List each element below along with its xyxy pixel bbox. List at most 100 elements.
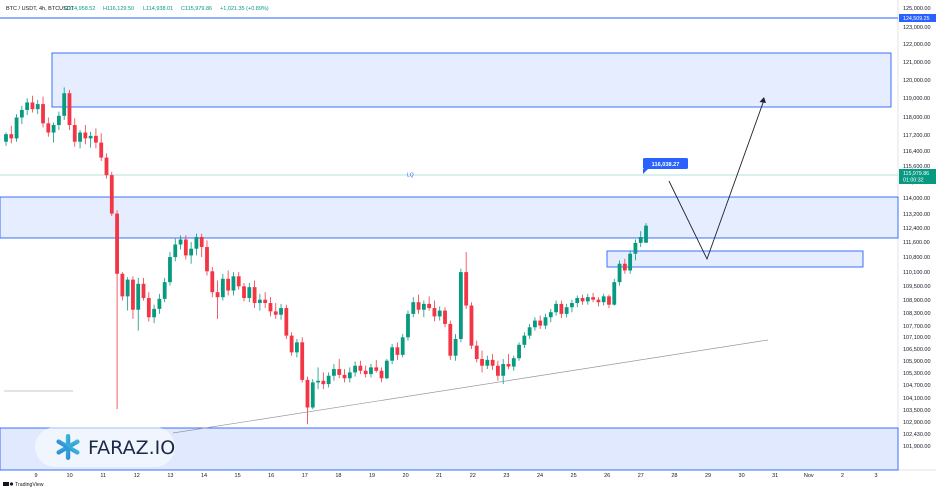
candle[interactable] [51,122,56,143]
candle[interactable] [406,310,410,341]
candle[interactable] [374,359,379,373]
candle[interactable] [448,320,453,360]
candle[interactable] [480,350,484,373]
candle[interactable] [316,367,320,390]
candle[interactable] [564,303,569,318]
price-callout[interactable]: 116,038.27 [643,158,688,174]
candle[interactable] [141,277,146,301]
candle[interactable] [363,365,368,378]
candle[interactable] [109,171,114,217]
candle[interactable] [88,131,93,148]
candle[interactable] [326,372,331,388]
candle[interactable] [384,359,389,380]
candle[interactable] [332,364,336,381]
candle[interactable] [379,367,384,383]
candle[interactable] [295,338,299,358]
candle[interactable] [284,304,289,339]
candle[interactable] [131,276,135,319]
candle[interactable] [220,273,225,301]
candle[interactable] [300,337,305,383]
projection-path[interactable] [668,99,765,261]
candle[interactable] [173,238,178,262]
candle[interactable] [501,359,506,385]
demand-zone-small[interactable] [606,250,864,268]
candle[interactable] [146,292,151,322]
candle[interactable] [194,233,199,256]
candle[interactable] [9,125,14,144]
candle[interactable] [342,369,347,383]
candle[interactable] [67,89,72,131]
candle[interactable] [421,300,426,318]
candle[interactable] [46,117,51,137]
candle[interactable] [210,267,215,298]
trend-line[interactable] [172,339,769,434]
candle[interactable] [464,252,469,309]
candle[interactable] [527,323,532,339]
candle[interactable] [247,282,252,303]
candle[interactable] [511,355,516,371]
candle[interactable] [570,299,574,313]
candle[interactable] [522,332,527,349]
candle[interactable] [458,268,463,343]
candle[interactable] [152,304,157,324]
candle[interactable] [469,302,474,350]
candle[interactable] [268,297,273,317]
candle[interactable] [490,354,495,370]
candle[interactable] [400,333,405,358]
candle[interactable] [231,272,236,296]
candle[interactable] [4,132,8,146]
candle[interactable] [596,297,601,307]
demand-zone-middle[interactable] [0,196,899,239]
candle[interactable] [353,361,357,377]
candle[interactable] [321,372,326,390]
candle[interactable] [506,354,511,370]
candle[interactable] [263,292,268,309]
candle[interactable] [517,342,521,361]
candle[interactable] [628,250,633,274]
candle[interactable] [443,307,447,328]
candle[interactable] [273,303,278,319]
candle[interactable] [437,306,442,321]
drawings[interactable]: LQ [0,17,899,471]
candle[interactable] [94,128,98,149]
candle[interactable] [548,308,553,323]
candle[interactable] [162,277,167,303]
supply-zone-upper[interactable] [51,52,892,108]
candle[interactable] [612,278,617,306]
candle[interactable] [25,98,30,115]
candle[interactable] [543,313,548,329]
candle[interactable] [601,293,606,306]
candle[interactable] [104,153,109,179]
candle[interactable] [115,210,119,410]
candle[interactable] [279,303,283,320]
candle[interactable] [559,300,564,319]
candle[interactable] [136,277,141,331]
candle[interactable] [83,125,88,145]
candle[interactable] [178,235,183,250]
candle[interactable] [617,260,622,286]
candle[interactable] [580,294,585,305]
candle[interactable] [622,258,627,274]
candle[interactable] [358,360,363,375]
candle[interactable] [62,87,67,120]
candle[interactable] [607,294,611,309]
time-axis[interactable]: 9 10 11 12 13 14 15 16 17 18 19 20 21 22 23 24 25 26 27 28 2… [34,473,877,479]
candle[interactable] [41,96,45,128]
candle[interactable] [35,99,40,115]
candle[interactable] [226,270,231,296]
candle[interactable] [252,280,257,309]
candle[interactable] [538,315,543,329]
candle[interactable] [310,379,315,410]
candle[interactable] [199,233,204,258]
candle[interactable] [236,272,241,290]
candle[interactable] [395,342,400,360]
candle[interactable] [72,118,77,147]
candle[interactable] [14,114,19,142]
candle[interactable] [242,282,246,302]
candle[interactable] [585,293,590,305]
candle[interactable] [495,360,500,381]
candle[interactable] [99,133,104,161]
candle[interactable] [485,355,490,370]
